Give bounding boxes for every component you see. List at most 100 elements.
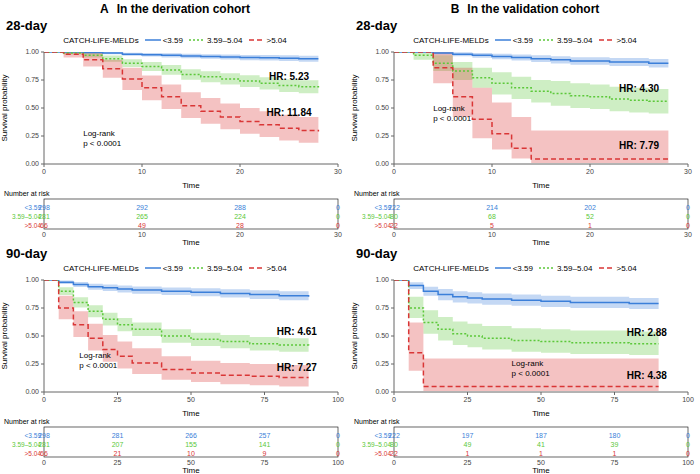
svg-text:0: 0 xyxy=(336,441,340,448)
svg-text:0: 0 xyxy=(336,222,340,229)
svg-text:Survival probability: Survival probability xyxy=(8,74,9,141)
svg-text:Survival probability: Survival probability xyxy=(350,74,359,141)
svg-text:22: 22 xyxy=(390,450,398,457)
svg-text:100: 100 xyxy=(682,396,692,403)
svg-text:25: 25 xyxy=(114,396,122,403)
svg-text:0: 0 xyxy=(686,450,690,457)
svg-text:0.50: 0.50 xyxy=(375,332,389,339)
svg-text:Log-rankp < 0.0001: Log-rankp < 0.0001 xyxy=(79,351,118,370)
svg-text:0.50: 0.50 xyxy=(25,332,39,339)
svg-text:1.00: 1.00 xyxy=(375,276,389,283)
svg-text:41: 41 xyxy=(537,441,545,448)
svg-text:257: 257 xyxy=(259,432,271,439)
svg-text:265: 265 xyxy=(136,213,148,220)
svg-text:0: 0 xyxy=(42,396,46,403)
svg-text:0: 0 xyxy=(686,432,690,439)
svg-text:Time: Time xyxy=(182,466,200,474)
svg-text:0: 0 xyxy=(336,213,340,220)
svg-text:Time: Time xyxy=(532,409,550,416)
svg-text:0.25: 0.25 xyxy=(25,360,39,367)
svg-text:21: 21 xyxy=(114,450,122,457)
svg-text:30: 30 xyxy=(684,168,692,175)
svg-text:0.75: 0.75 xyxy=(25,304,39,311)
svg-text:266: 266 xyxy=(185,432,197,439)
svg-text:Number at risk: Number at risk xyxy=(354,418,400,425)
svg-text:10: 10 xyxy=(187,450,195,457)
svg-text:281: 281 xyxy=(38,441,50,448)
svg-text:202: 202 xyxy=(584,204,596,211)
svg-text:HR: 4.30: HR: 4.30 xyxy=(619,83,659,94)
svg-text:100: 100 xyxy=(332,396,344,403)
svg-text:1: 1 xyxy=(613,450,617,457)
svg-text:0.25: 0.25 xyxy=(375,360,389,367)
svg-text:>5.04: >5.04 xyxy=(375,450,392,457)
svg-text:50: 50 xyxy=(187,459,195,466)
svg-text:0.00: 0.00 xyxy=(25,160,39,167)
svg-text:1: 1 xyxy=(466,450,470,457)
svg-text:66: 66 xyxy=(40,222,48,229)
svg-text:HR: 4.61: HR: 4.61 xyxy=(277,326,317,337)
svg-text:Number at risk: Number at risk xyxy=(8,418,50,425)
svg-text:20: 20 xyxy=(236,231,244,238)
svg-text:0: 0 xyxy=(336,204,340,211)
svg-text:0: 0 xyxy=(336,450,340,457)
svg-text:0.75: 0.75 xyxy=(25,76,39,83)
svg-text:0: 0 xyxy=(392,396,396,403)
svg-text:Log-rankp < 0.0001: Log-rankp < 0.0001 xyxy=(83,129,122,148)
svg-text:100: 100 xyxy=(682,459,692,466)
svg-text:0: 0 xyxy=(686,204,690,211)
svg-text:0.00: 0.00 xyxy=(375,160,389,167)
svg-text:30: 30 xyxy=(334,168,342,175)
svg-text:298: 298 xyxy=(38,432,50,439)
svg-text:0: 0 xyxy=(392,168,396,175)
svg-text:Time: Time xyxy=(532,466,550,474)
svg-text:25: 25 xyxy=(464,459,472,466)
svg-text:75: 75 xyxy=(261,459,269,466)
svg-text:Survival probability: Survival probability xyxy=(8,302,9,369)
svg-text:187: 187 xyxy=(535,432,547,439)
svg-text:>5.04: >5.04 xyxy=(25,222,42,229)
svg-text:10: 10 xyxy=(488,231,496,238)
svg-text:HR: 4.38: HR: 4.38 xyxy=(627,370,667,381)
svg-text:155: 155 xyxy=(185,441,197,448)
svg-text:80: 80 xyxy=(390,441,398,448)
svg-text:20: 20 xyxy=(586,231,594,238)
svg-text:30: 30 xyxy=(334,231,342,238)
svg-text:180: 180 xyxy=(609,432,621,439)
svg-text:1: 1 xyxy=(588,222,592,229)
svg-text:3.59–5.04: 3.59–5.04 xyxy=(362,441,391,448)
svg-text:Time: Time xyxy=(182,409,200,416)
svg-text:28: 28 xyxy=(236,222,244,229)
svg-text:25: 25 xyxy=(114,459,122,466)
svg-text:20: 20 xyxy=(236,168,244,175)
svg-text:1.00: 1.00 xyxy=(25,276,39,283)
svg-text:100: 100 xyxy=(332,459,344,466)
svg-text:222: 222 xyxy=(388,204,400,211)
svg-text:66: 66 xyxy=(40,450,48,457)
svg-text:75: 75 xyxy=(611,459,619,466)
svg-text:>5.04: >5.04 xyxy=(375,222,392,229)
svg-text:1.00: 1.00 xyxy=(375,48,389,55)
svg-text:0: 0 xyxy=(42,231,46,238)
svg-text:0: 0 xyxy=(392,231,396,238)
svg-text:0: 0 xyxy=(42,168,46,175)
svg-text:Time: Time xyxy=(532,181,550,188)
svg-text:68: 68 xyxy=(488,213,496,220)
svg-text:9: 9 xyxy=(263,450,267,457)
svg-text:Number at risk: Number at risk xyxy=(8,190,50,197)
svg-text:0.75: 0.75 xyxy=(375,304,389,311)
svg-text:>5.04: >5.04 xyxy=(25,450,42,457)
svg-text:0.00: 0.00 xyxy=(375,388,389,395)
svg-text:75: 75 xyxy=(611,396,619,403)
svg-text:0: 0 xyxy=(42,459,46,466)
svg-text:80: 80 xyxy=(390,213,398,220)
svg-text:50: 50 xyxy=(537,459,545,466)
svg-text:10: 10 xyxy=(138,168,146,175)
svg-text:10: 10 xyxy=(138,231,146,238)
svg-text:25: 25 xyxy=(464,396,472,403)
svg-text:1: 1 xyxy=(539,450,543,457)
svg-text:49: 49 xyxy=(464,441,472,448)
svg-text:HR: 5.23: HR: 5.23 xyxy=(269,71,309,82)
svg-text:224: 224 xyxy=(234,213,246,220)
svg-text:0: 0 xyxy=(686,213,690,220)
